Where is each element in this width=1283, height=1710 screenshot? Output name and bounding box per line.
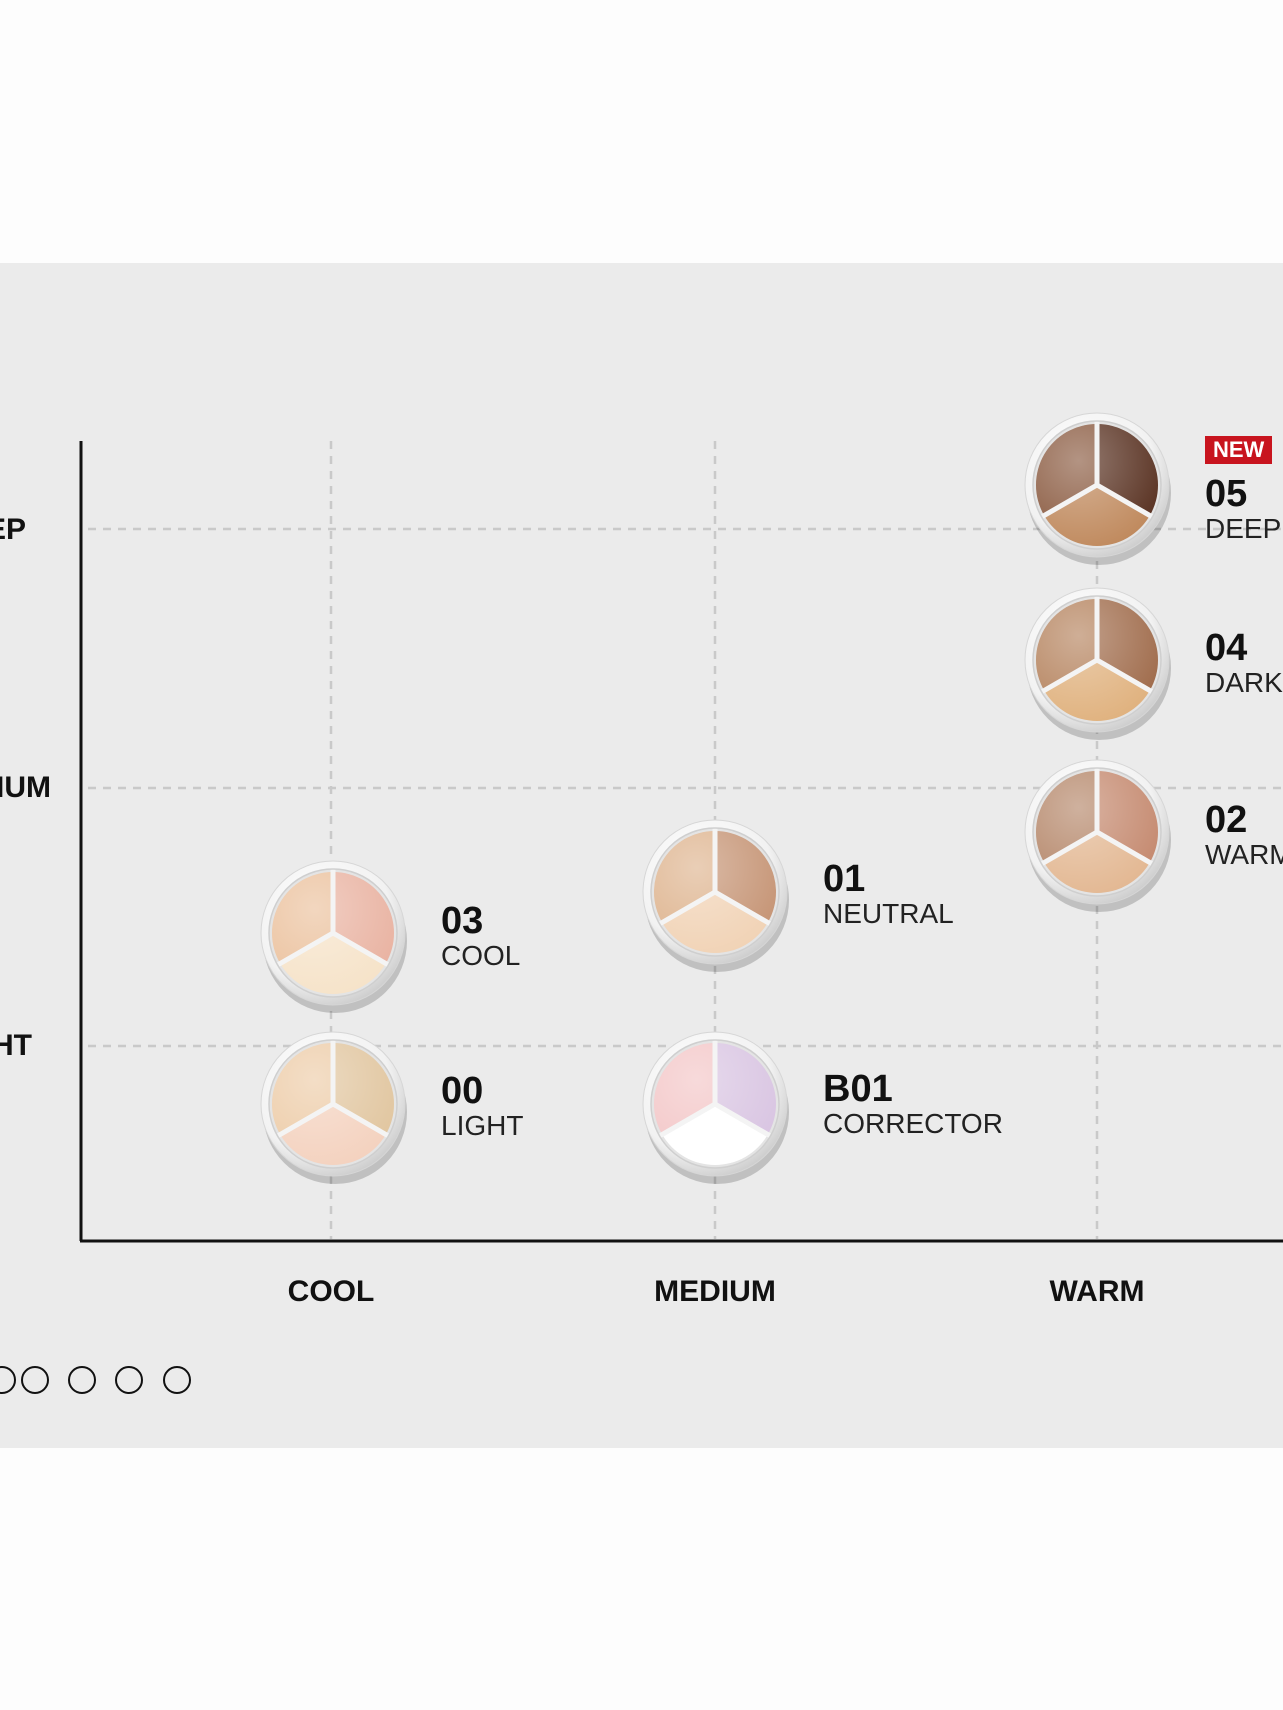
shade-label-b01: B01 CORRECTOR	[823, 1070, 1003, 1138]
y-label-deep: DEEP	[0, 513, 26, 546]
shade-code: 04	[1205, 627, 1248, 669]
new-badge: NEW	[1205, 436, 1273, 465]
pager-dot[interactable]	[68, 1366, 96, 1394]
compact-graphic	[260, 860, 407, 1013]
shade-code: 01	[823, 858, 866, 900]
compact-01-neutral[interactable]	[640, 819, 790, 972]
pager-dot[interactable]	[21, 1366, 49, 1394]
compact-graphic	[260, 1031, 407, 1184]
shade-name: NEUTRAL	[823, 898, 954, 929]
compact-04-dark[interactable]	[1022, 587, 1172, 740]
shade-code: B01	[823, 1068, 893, 1110]
shade-name: DEEP	[1205, 513, 1282, 544]
shade-chart-panel: DEEP MEDIUM LIGHT COOL MEDIUM WARM	[0, 263, 1283, 1448]
pager-dot[interactable]	[115, 1366, 143, 1394]
shade-code: 02	[1205, 799, 1248, 841]
compact-graphic	[642, 819, 789, 972]
x-label-warm: WARM	[1049, 1275, 1145, 1308]
pager-dot[interactable]	[0, 1366, 16, 1394]
compact-02-warm[interactable]	[1022, 759, 1172, 912]
pager-dot[interactable]	[163, 1366, 191, 1394]
shade-code: 03	[441, 900, 484, 942]
compact-graphic	[642, 1031, 789, 1184]
shade-name: DARK	[1205, 667, 1283, 698]
carousel-pager	[0, 1360, 300, 1400]
x-label-medium: MEDIUM	[654, 1275, 776, 1308]
shade-name: LIGHT	[441, 1110, 524, 1141]
shade-label-03: 03 COOL	[441, 902, 520, 970]
shade-label-01: 01 NEUTRAL	[823, 860, 954, 928]
shade-label-05: 05 DEEP	[1205, 475, 1281, 543]
shade-name: CORRECTOR	[823, 1108, 1003, 1139]
compact-graphic	[1024, 587, 1171, 740]
shade-label-00: 00 LIGHT	[441, 1072, 523, 1140]
compact-b01-corrector[interactable]	[640, 1031, 790, 1184]
shade-code: 00	[441, 1070, 484, 1112]
compact-graphic	[1024, 759, 1171, 912]
shade-name: COOL	[441, 940, 521, 971]
shade-label-04: 04 DARK	[1205, 629, 1283, 697]
compact-00-light[interactable]	[258, 1031, 408, 1184]
shade-code: 05	[1205, 473, 1248, 515]
x-label-cool: COOL	[287, 1275, 375, 1308]
compact-03-cool[interactable]	[258, 860, 408, 1013]
shade-label-02: 02 WARM	[1205, 801, 1283, 869]
compact-05-deep[interactable]	[1022, 412, 1172, 565]
y-label-light: LIGHT	[0, 1029, 32, 1062]
shade-name: WARM	[1205, 839, 1283, 870]
y-label-medium: MEDIUM	[0, 771, 51, 804]
compact-graphic	[1024, 412, 1171, 565]
